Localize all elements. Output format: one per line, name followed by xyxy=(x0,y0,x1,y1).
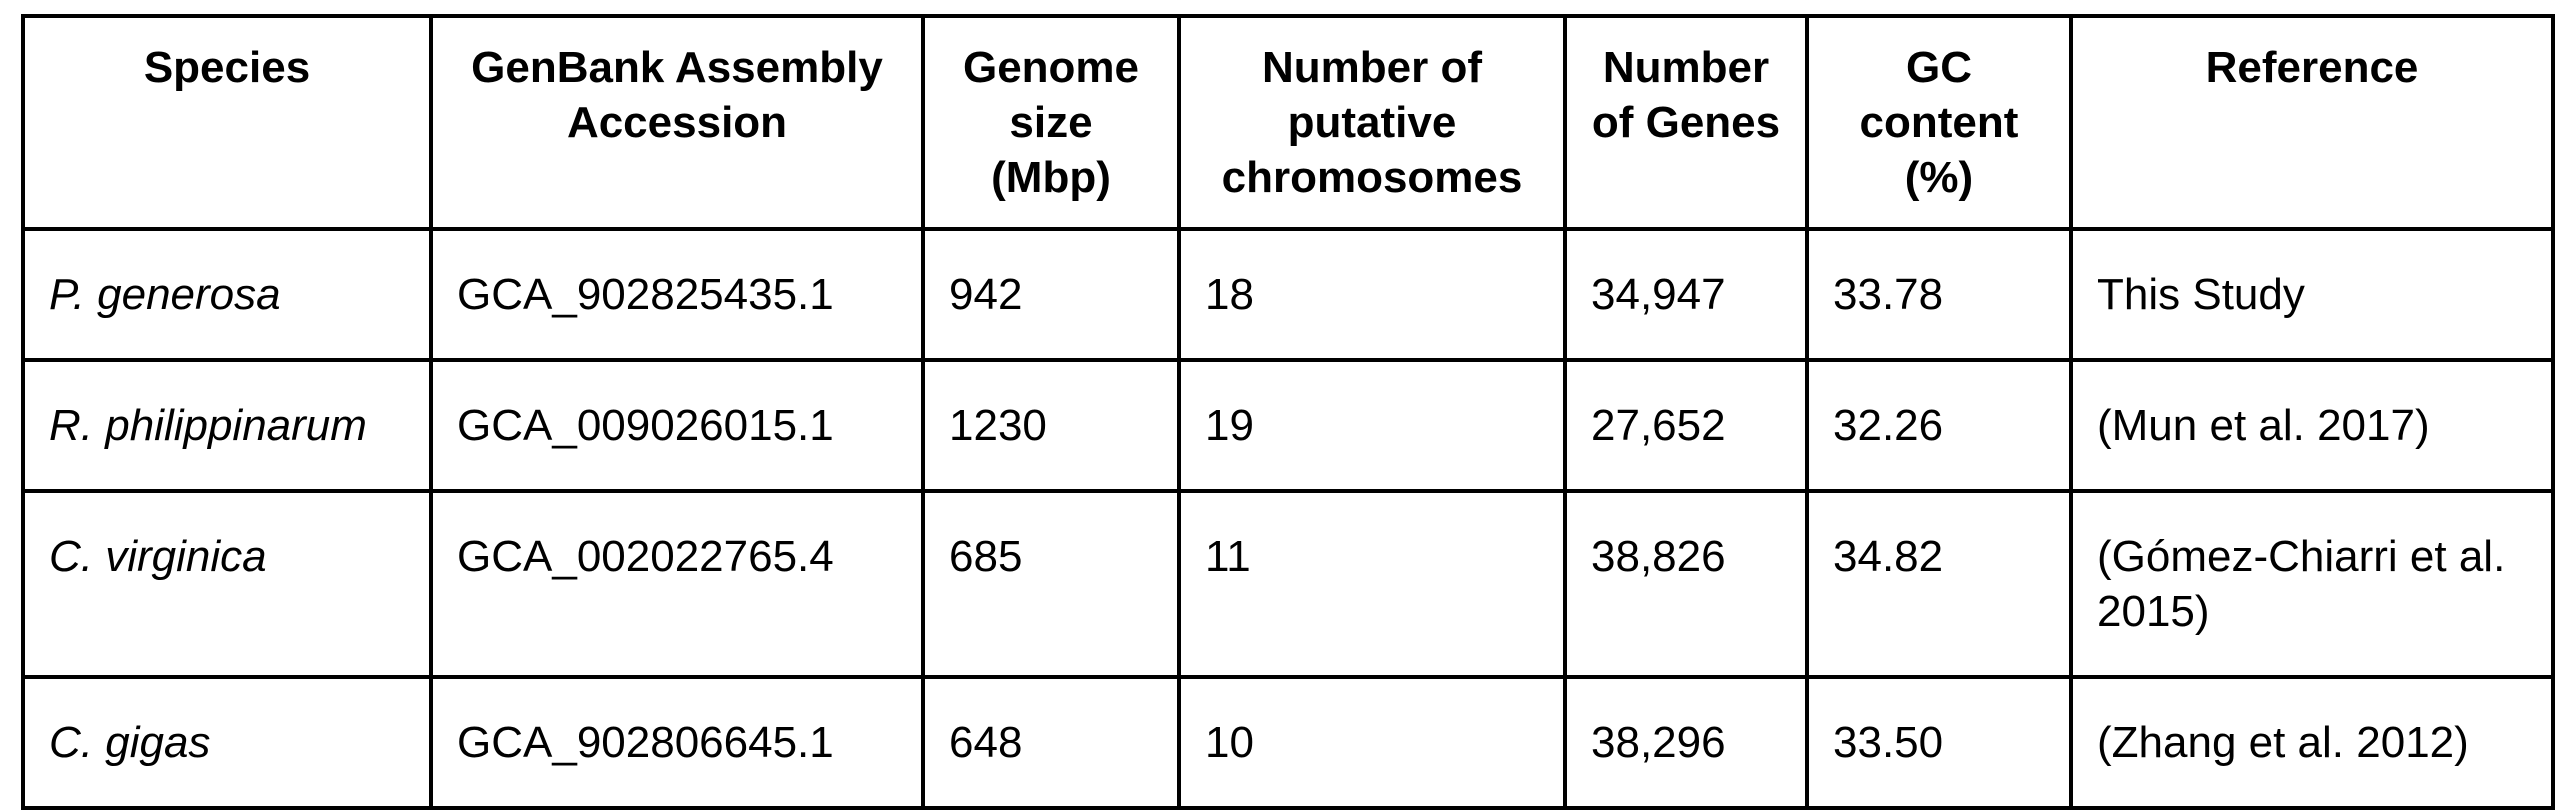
genes-cell: 27,652 xyxy=(1563,358,1809,493)
column-header-accession: GenBank Assembly Accession xyxy=(429,14,925,231)
column-header-reference: Reference xyxy=(2069,14,2555,231)
column-header-chromosomes: Number of putative chromosomes xyxy=(1177,14,1567,231)
species-cell: C. virginica xyxy=(21,489,433,679)
genome-size-cell: 942 xyxy=(921,227,1181,362)
genome-size-cell: 648 xyxy=(921,675,1181,810)
accession-cell: GCA_902806645.1 xyxy=(429,675,925,810)
species-cell: P. generosa xyxy=(21,227,433,362)
gc-content-cell: 33.78 xyxy=(1805,227,2073,362)
cropped-caption-fragment xyxy=(0,0,2568,8)
gc-content-cell: 33.50 xyxy=(1805,675,2073,810)
table-row: P. generosa GCA_902825435.1 942 18 34,94… xyxy=(21,227,2555,362)
reference-cell: (Zhang et al. 2012) xyxy=(2069,675,2555,810)
genes-cell: 38,296 xyxy=(1563,675,1809,810)
column-header-gc-content: GC content (%) xyxy=(1805,14,2073,231)
column-header-genome-size: Genome size (Mbp) xyxy=(921,14,1181,231)
genome-comparison-table: Species GenBank Assembly Accession Genom… xyxy=(21,14,2555,810)
chromosomes-cell: 11 xyxy=(1177,489,1567,679)
header-row: Species GenBank Assembly Accession Genom… xyxy=(21,14,2555,231)
column-header-genes: Number of Genes xyxy=(1563,14,1809,231)
accession-cell: GCA_902825435.1 xyxy=(429,227,925,362)
gc-content-cell: 34.82 xyxy=(1805,489,2073,679)
species-cell: R. philippinarum xyxy=(21,358,433,493)
chromosomes-cell: 19 xyxy=(1177,358,1567,493)
genes-cell: 38,826 xyxy=(1563,489,1809,679)
column-header-species: Species xyxy=(21,14,433,231)
table-row: R. philippinarum GCA_009026015.1 1230 19… xyxy=(21,358,2555,493)
chromosomes-cell: 10 xyxy=(1177,675,1567,810)
reference-cell: This Study xyxy=(2069,227,2555,362)
table-row: C. gigas GCA_902806645.1 648 10 38,296 3… xyxy=(21,675,2555,810)
gc-content-cell: 32.26 xyxy=(1805,358,2073,493)
table-row: C. virginica GCA_002022765.4 685 11 38,8… xyxy=(21,489,2555,679)
species-cell: C. gigas xyxy=(21,675,433,810)
genome-size-cell: 685 xyxy=(921,489,1181,679)
accession-cell: GCA_002022765.4 xyxy=(429,489,925,679)
reference-cell: (Gómez-Chiarri et al. 2015) xyxy=(2069,489,2555,679)
accession-cell: GCA_009026015.1 xyxy=(429,358,925,493)
reference-cell: (Mun et al. 2017) xyxy=(2069,358,2555,493)
genome-size-cell: 1230 xyxy=(921,358,1181,493)
chromosomes-cell: 18 xyxy=(1177,227,1567,362)
genes-cell: 34,947 xyxy=(1563,227,1809,362)
